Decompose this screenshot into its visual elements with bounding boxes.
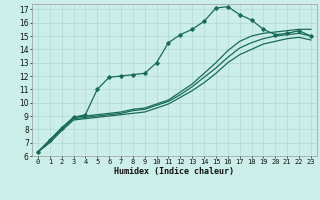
X-axis label: Humidex (Indice chaleur): Humidex (Indice chaleur) bbox=[115, 167, 234, 176]
